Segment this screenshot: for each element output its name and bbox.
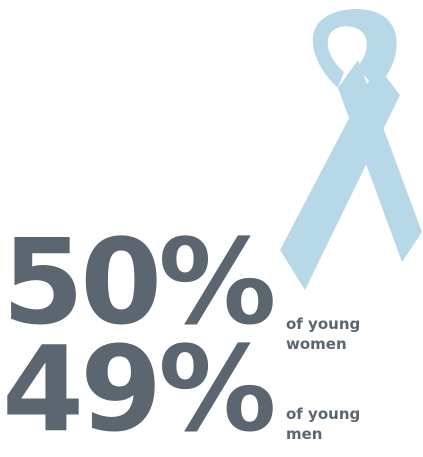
stat-men-percentage: 49% [2,320,276,457]
stat-women-caption-line2: women [286,335,347,353]
ribbon-loop [312,9,397,88]
stat-women-caption: of young women [286,314,360,354]
stat-men-caption-line2: men [286,425,323,443]
ribbon-band-right [338,60,422,262]
stat-women-percentage: 50% [2,213,276,351]
stat-men-caption: of young men [286,404,360,444]
stat-women-caption-line1: of young [286,315,361,333]
stat-men-caption-line1: of young [286,405,361,423]
